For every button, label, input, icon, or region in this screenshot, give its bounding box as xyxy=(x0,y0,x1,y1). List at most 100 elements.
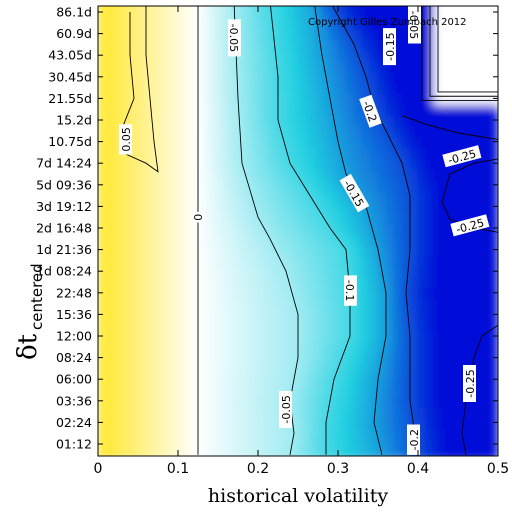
heatmap-cell xyxy=(297,297,307,310)
heatmap-cell xyxy=(233,384,243,397)
heatmap-cell xyxy=(385,243,395,256)
heatmap-cell xyxy=(105,286,115,300)
heatmap-cell xyxy=(489,362,498,375)
heatmap-cell xyxy=(113,81,123,94)
heatmap-cell xyxy=(129,168,139,181)
heatmap-cell xyxy=(425,103,435,116)
heatmap-cell xyxy=(153,178,163,192)
heatmap-cell xyxy=(425,124,435,138)
heatmap-cell xyxy=(201,146,211,159)
heatmap-cell xyxy=(105,146,115,159)
heatmap-cell xyxy=(473,200,483,213)
heatmap-cell xyxy=(289,308,299,321)
heatmap-cell xyxy=(241,297,251,310)
heatmap-cell xyxy=(105,297,115,310)
heatmap-cell xyxy=(329,81,339,94)
heatmap-cell xyxy=(233,308,243,321)
heatmap-cell xyxy=(409,92,419,105)
heatmap-cell xyxy=(281,373,291,386)
heatmap-cell xyxy=(201,362,211,375)
heatmap-cell xyxy=(401,103,411,116)
heatmap-cell xyxy=(289,200,299,213)
heatmap-cell xyxy=(473,362,483,375)
heatmap-cell xyxy=(401,222,411,235)
heatmap-cell xyxy=(241,416,251,429)
heatmap-cell xyxy=(337,124,347,138)
heatmap-cell xyxy=(145,60,155,73)
heatmap-cell xyxy=(409,330,419,343)
heatmap-cell xyxy=(209,232,219,246)
y-axis-ticks: 01:1202:2403:3606:0008:2412:0015:3622:48… xyxy=(36,5,498,452)
heatmap-cell xyxy=(161,38,171,51)
heatmap-cell xyxy=(209,124,219,138)
heatmap-cell xyxy=(329,157,339,170)
heatmap-cell xyxy=(225,6,235,19)
heatmap-cell xyxy=(265,384,275,397)
heatmap-cell xyxy=(425,362,435,375)
heatmap-cell xyxy=(457,6,467,19)
heatmap-cell xyxy=(249,340,259,354)
heatmap-cell xyxy=(225,416,235,429)
heatmap-cell xyxy=(457,60,467,73)
heatmap-cell xyxy=(473,286,483,300)
heatmap-cell xyxy=(145,6,155,19)
heatmap-cell xyxy=(481,103,491,116)
heatmap-cell xyxy=(353,178,363,192)
heatmap-cell xyxy=(393,6,403,8)
heatmap-cell xyxy=(433,297,443,310)
heatmap-cell xyxy=(249,189,259,202)
heatmap-cell xyxy=(273,178,283,192)
heatmap-cell xyxy=(289,351,299,364)
heatmap-cell xyxy=(113,103,123,116)
heatmap-cell xyxy=(217,384,227,397)
heatmap-cell xyxy=(321,103,331,116)
heatmap-cell xyxy=(257,49,267,62)
heatmap-cell xyxy=(257,340,267,354)
heatmap-cell xyxy=(489,6,498,8)
heatmap-cell xyxy=(377,16,387,30)
heatmap-cell xyxy=(417,308,427,321)
heatmap-cell xyxy=(121,211,131,224)
heatmap-cell xyxy=(145,405,155,418)
heatmap-cell xyxy=(257,384,267,397)
heatmap-cell xyxy=(217,448,227,456)
heatmap-cell xyxy=(353,351,363,364)
heatmap-cell xyxy=(465,103,475,116)
heatmap-cell xyxy=(185,60,195,73)
heatmap-cell xyxy=(321,384,331,397)
heatmap-cell xyxy=(433,157,443,170)
heatmap-cell xyxy=(361,384,371,397)
heatmap-cell xyxy=(433,427,443,440)
heatmap-cell xyxy=(113,308,123,321)
heatmap-cell xyxy=(473,114,483,127)
heatmap-cell xyxy=(337,394,347,408)
heatmap-cell xyxy=(481,200,491,213)
heatmap-cell xyxy=(321,211,331,224)
heatmap-cell xyxy=(233,394,243,408)
heatmap-cell xyxy=(281,276,291,289)
heatmap-cell xyxy=(465,438,475,451)
heatmap-cell xyxy=(473,373,483,386)
heatmap-cell xyxy=(489,405,498,418)
heatmap-cell xyxy=(177,200,187,213)
heatmap-cell xyxy=(265,362,275,375)
heatmap-cell xyxy=(137,351,147,364)
heatmap-cell xyxy=(401,232,411,246)
heatmap-cell xyxy=(169,243,179,256)
heatmap-cell xyxy=(169,308,179,321)
heatmap-cell xyxy=(161,384,171,397)
heatmap-cell xyxy=(177,351,187,364)
heatmap-cell xyxy=(201,330,211,343)
heatmap-cell xyxy=(481,49,491,62)
heatmap-cell xyxy=(201,16,211,30)
heatmap-cell xyxy=(345,394,355,408)
heatmap-cell xyxy=(409,351,419,364)
heatmap-cell xyxy=(209,286,219,300)
heatmap-cell xyxy=(361,146,371,159)
heatmap-cell xyxy=(289,103,299,116)
heatmap-cell xyxy=(241,200,251,213)
heatmap-cell xyxy=(449,405,459,418)
heatmap-cell xyxy=(449,308,459,321)
heatmap-cell xyxy=(129,438,139,451)
heatmap-cell xyxy=(337,27,347,40)
